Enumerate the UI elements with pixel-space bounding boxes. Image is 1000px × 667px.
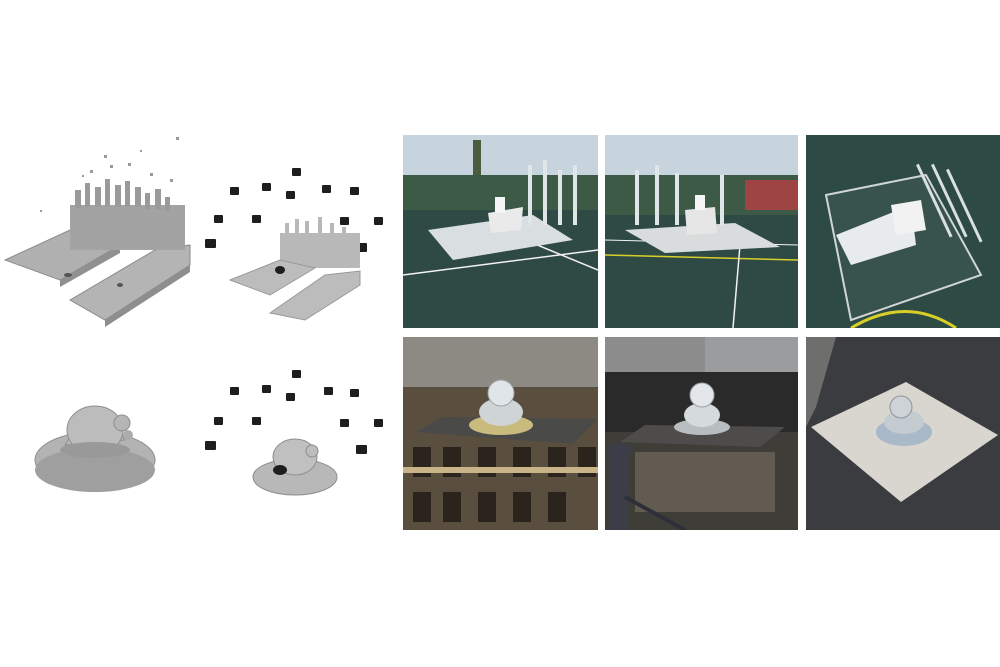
camera-icons (205, 370, 383, 454)
camera-scene-slab (228, 259, 317, 296)
render-court-view-2 (605, 135, 798, 328)
render-duck-view-1 (403, 337, 598, 530)
render-court-image-1 (403, 135, 598, 328)
camera-scene-panel (200, 135, 400, 330)
voxel-scene-panel (0, 135, 200, 330)
camera-icon-center (275, 266, 285, 274)
camera-scene-image (205, 168, 383, 321)
camera-icon-center (273, 465, 287, 475)
voxel-slab-right-side (105, 265, 190, 327)
render-court-view-3 (806, 135, 1000, 328)
render-duck-view-3 (806, 337, 1000, 530)
voxel-hole (64, 273, 72, 277)
voxel-duck-image (34, 405, 156, 492)
camera-scene-voxels (280, 217, 360, 268)
voxel-hole (117, 283, 123, 287)
render-duck-image-3 (806, 337, 1000, 530)
camera-icons (205, 168, 383, 252)
render-duck-image-1 (403, 337, 598, 530)
camera-scene-slab (268, 270, 361, 321)
voxel-slab-right (69, 244, 191, 321)
render-court-image-2 (605, 135, 798, 328)
voxel-duck-panel (0, 335, 200, 530)
render-court-image-3 (806, 135, 1000, 328)
render-duck-image-2 (605, 337, 798, 530)
camera-duck-panel (200, 335, 400, 530)
render-duck-view-2 (605, 337, 798, 530)
render-court-view-1 (403, 135, 598, 328)
voxel-vegetation (40, 137, 185, 250)
voxel-slab-left-side (60, 245, 120, 287)
camera-duck-image (205, 370, 383, 496)
voxel-scene-image (3, 137, 191, 327)
